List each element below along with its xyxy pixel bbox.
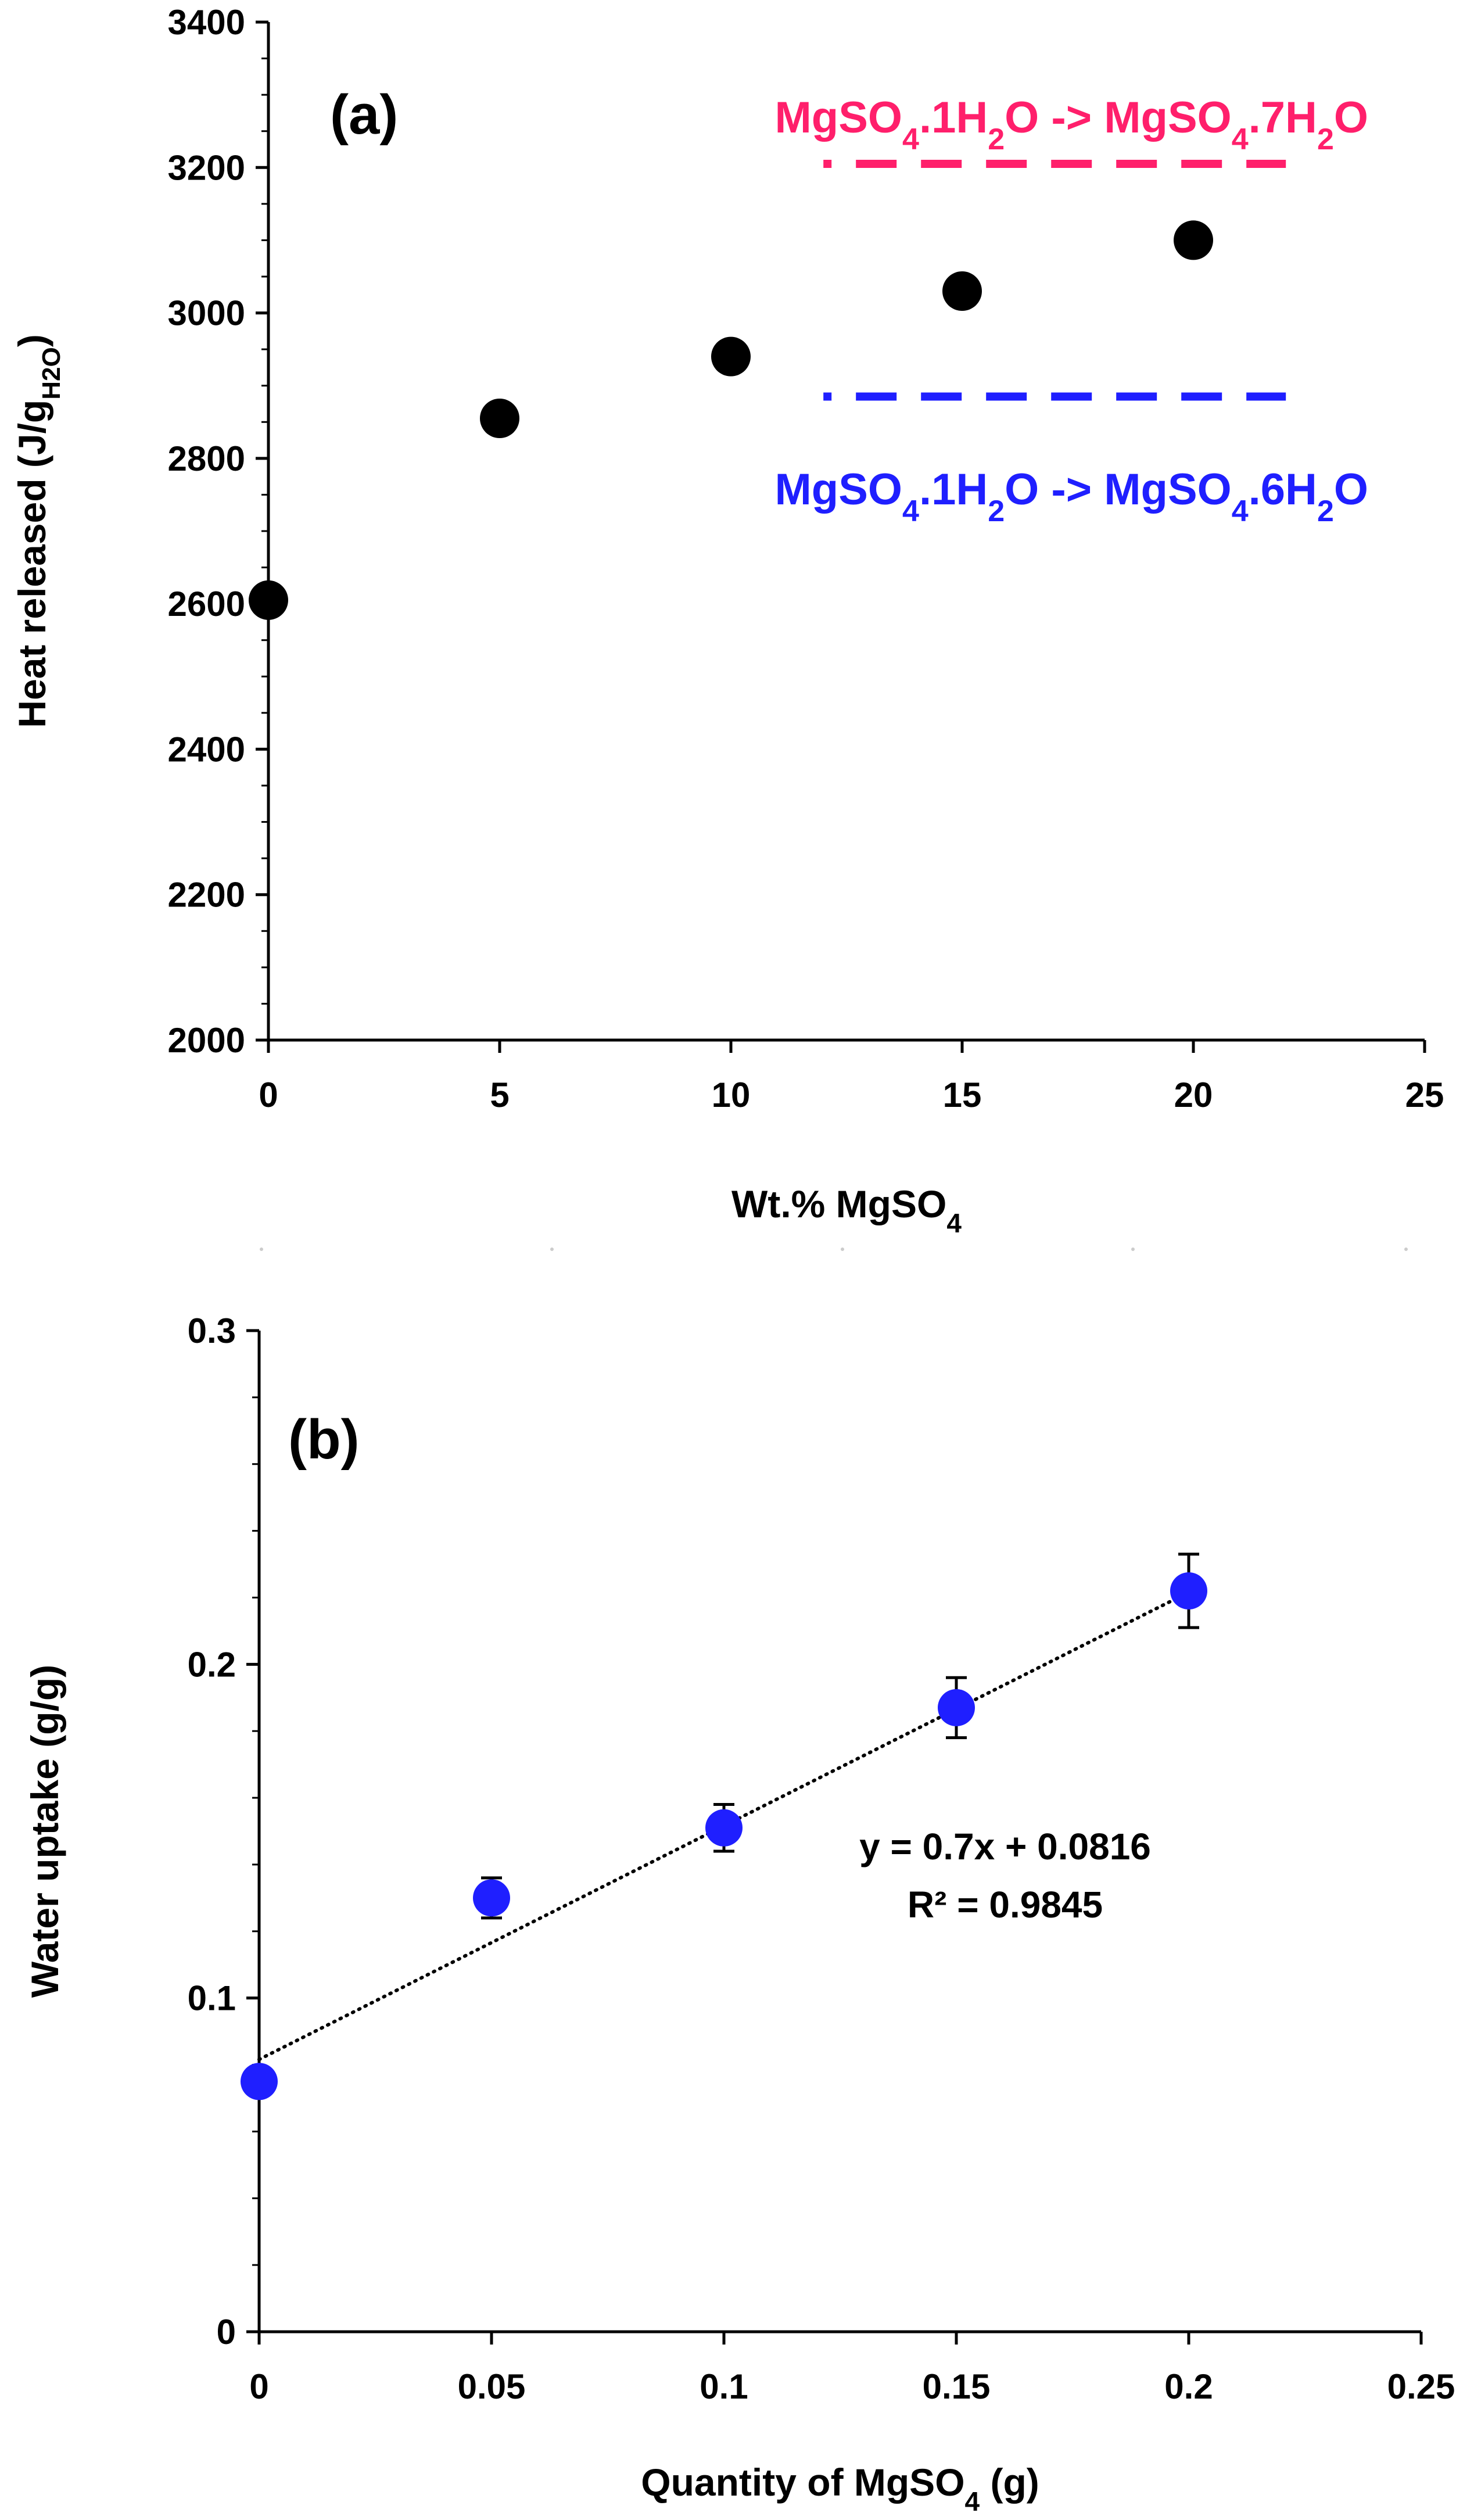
x-tick-label: 10 <box>712 1076 751 1114</box>
data-point <box>480 399 519 439</box>
y-axis-title-suffix: ) <box>10 334 53 347</box>
data-point <box>942 271 982 311</box>
label-text: O <box>1334 93 1368 142</box>
label-text: O <box>1334 465 1368 514</box>
label-subscript: 2 <box>1317 494 1334 528</box>
separator-dot <box>841 1248 844 1251</box>
y-tick-label: 2800 <box>168 439 245 478</box>
separator-dot <box>1131 1248 1135 1251</box>
data-point <box>249 580 288 620</box>
x-tick-label: 0.05 <box>458 2367 526 2406</box>
x-tick-label: 0 <box>249 2367 268 2406</box>
y-tick-label: 2000 <box>168 1021 245 1060</box>
y-tick-label: 2600 <box>168 585 245 623</box>
data-point <box>711 336 751 377</box>
reference-line-label: MgSO4.1H2O -> MgSO4.7H2O <box>775 93 1369 156</box>
label-text: .1H <box>919 93 988 142</box>
x-tick-label: 15 <box>943 1076 982 1114</box>
data-point <box>1170 1572 1207 1609</box>
separator-dot <box>260 1248 263 1251</box>
label-text: .1H <box>919 465 988 514</box>
data-point <box>241 2063 278 2100</box>
label-text: MgSO <box>775 93 903 142</box>
trendline-r-squared: R² = 0.9845 <box>908 1884 1103 1926</box>
x-axis-title-text: Quantity of MgSO <box>641 2461 964 2504</box>
x-tick-label: 0.25 <box>1387 2367 1455 2406</box>
label-text: O -> MgSO <box>1005 93 1232 142</box>
data-point <box>705 1809 743 1847</box>
x-axis-title-subscript: 4 <box>946 1208 962 1238</box>
data-point <box>938 1689 975 1726</box>
label-subscript: 4 <box>1232 494 1249 528</box>
panel-b-chart: 0 0.1 0.2 0.3 0 0.05 0.1 0.15 0.2 0.25 Quantity of… <box>23 1311 1455 2517</box>
y-tick-label: 3400 <box>168 3 245 42</box>
label-subscript: 4 <box>902 494 919 528</box>
trendline-equation: y = 0.7x + 0.0816 <box>859 1826 1151 1867</box>
x-tick-label: 20 <box>1174 1076 1213 1114</box>
x-axis-title-text: Wt.% MgSO <box>731 1182 946 1225</box>
label-text: .7H <box>1249 93 1317 142</box>
reference-line-label: MgSO4.1H2O -> MgSO4.6H2O <box>775 465 1369 528</box>
y-tick-label: 3000 <box>168 294 245 333</box>
x-axis-title: Wt.% MgSO4 <box>731 1182 962 1238</box>
trendline <box>257 1590 1190 2062</box>
y-tick-label: 3200 <box>168 148 245 187</box>
y-tick-label: 0.2 <box>188 1645 236 1684</box>
y-tick-label: 0.1 <box>188 1979 236 2018</box>
panel-label: (b) <box>288 1408 360 1471</box>
panel-a-chart: 2000 2200 2400 2600 2800 3000 3200 3400 0 5 10 15 20… <box>10 3 1444 1238</box>
x-tick-label: 0.1 <box>700 2367 748 2406</box>
y-axis-title: Water uptake (g/g) <box>23 1665 66 1998</box>
x-axis-title: Quantity of MgSO4 (g) <box>641 2461 1039 2517</box>
x-axis-title-suffix: (g) <box>980 2461 1039 2504</box>
y-axis-title-subscript: H2O <box>37 347 66 399</box>
separator-dot <box>1404 1248 1408 1251</box>
x-axis-title-subscript: 4 <box>965 2486 980 2517</box>
data-point <box>1174 220 1213 260</box>
y-tick-label: 0 <box>217 2313 236 2351</box>
separator-dot <box>550 1248 554 1251</box>
y-axis-title-text: Water uptake (g/g) <box>23 1665 66 1998</box>
label-text: MgSO <box>775 465 903 514</box>
label-subscript: 4 <box>902 123 919 156</box>
y-tick-label: 0.3 <box>188 1311 236 1350</box>
x-tick-label: 5 <box>490 1076 509 1114</box>
x-tick-label: 0.15 <box>923 2367 991 2406</box>
y-tick-label: 2400 <box>168 730 245 769</box>
data-point <box>473 1879 510 1917</box>
y-axis-title-text: Heat released (J/g <box>10 400 53 728</box>
label-subscript: 2 <box>988 123 1005 156</box>
label-subscript: 4 <box>1232 123 1249 156</box>
y-tick-label: 2200 <box>168 876 245 915</box>
label-text: O -> MgSO <box>1005 465 1232 514</box>
x-tick-label: 25 <box>1405 1076 1444 1114</box>
y-axis-title: Heat released (J/gH2O) <box>10 334 66 727</box>
label-text: .6H <box>1249 465 1317 514</box>
label-subscript: 2 <box>1317 123 1334 156</box>
label-subscript: 2 <box>988 494 1005 528</box>
x-tick-label: 0.2 <box>1164 2367 1213 2406</box>
panel-label: (a) <box>330 84 398 146</box>
panel-separator <box>260 1248 1408 1251</box>
x-tick-label: 0 <box>259 1076 278 1114</box>
